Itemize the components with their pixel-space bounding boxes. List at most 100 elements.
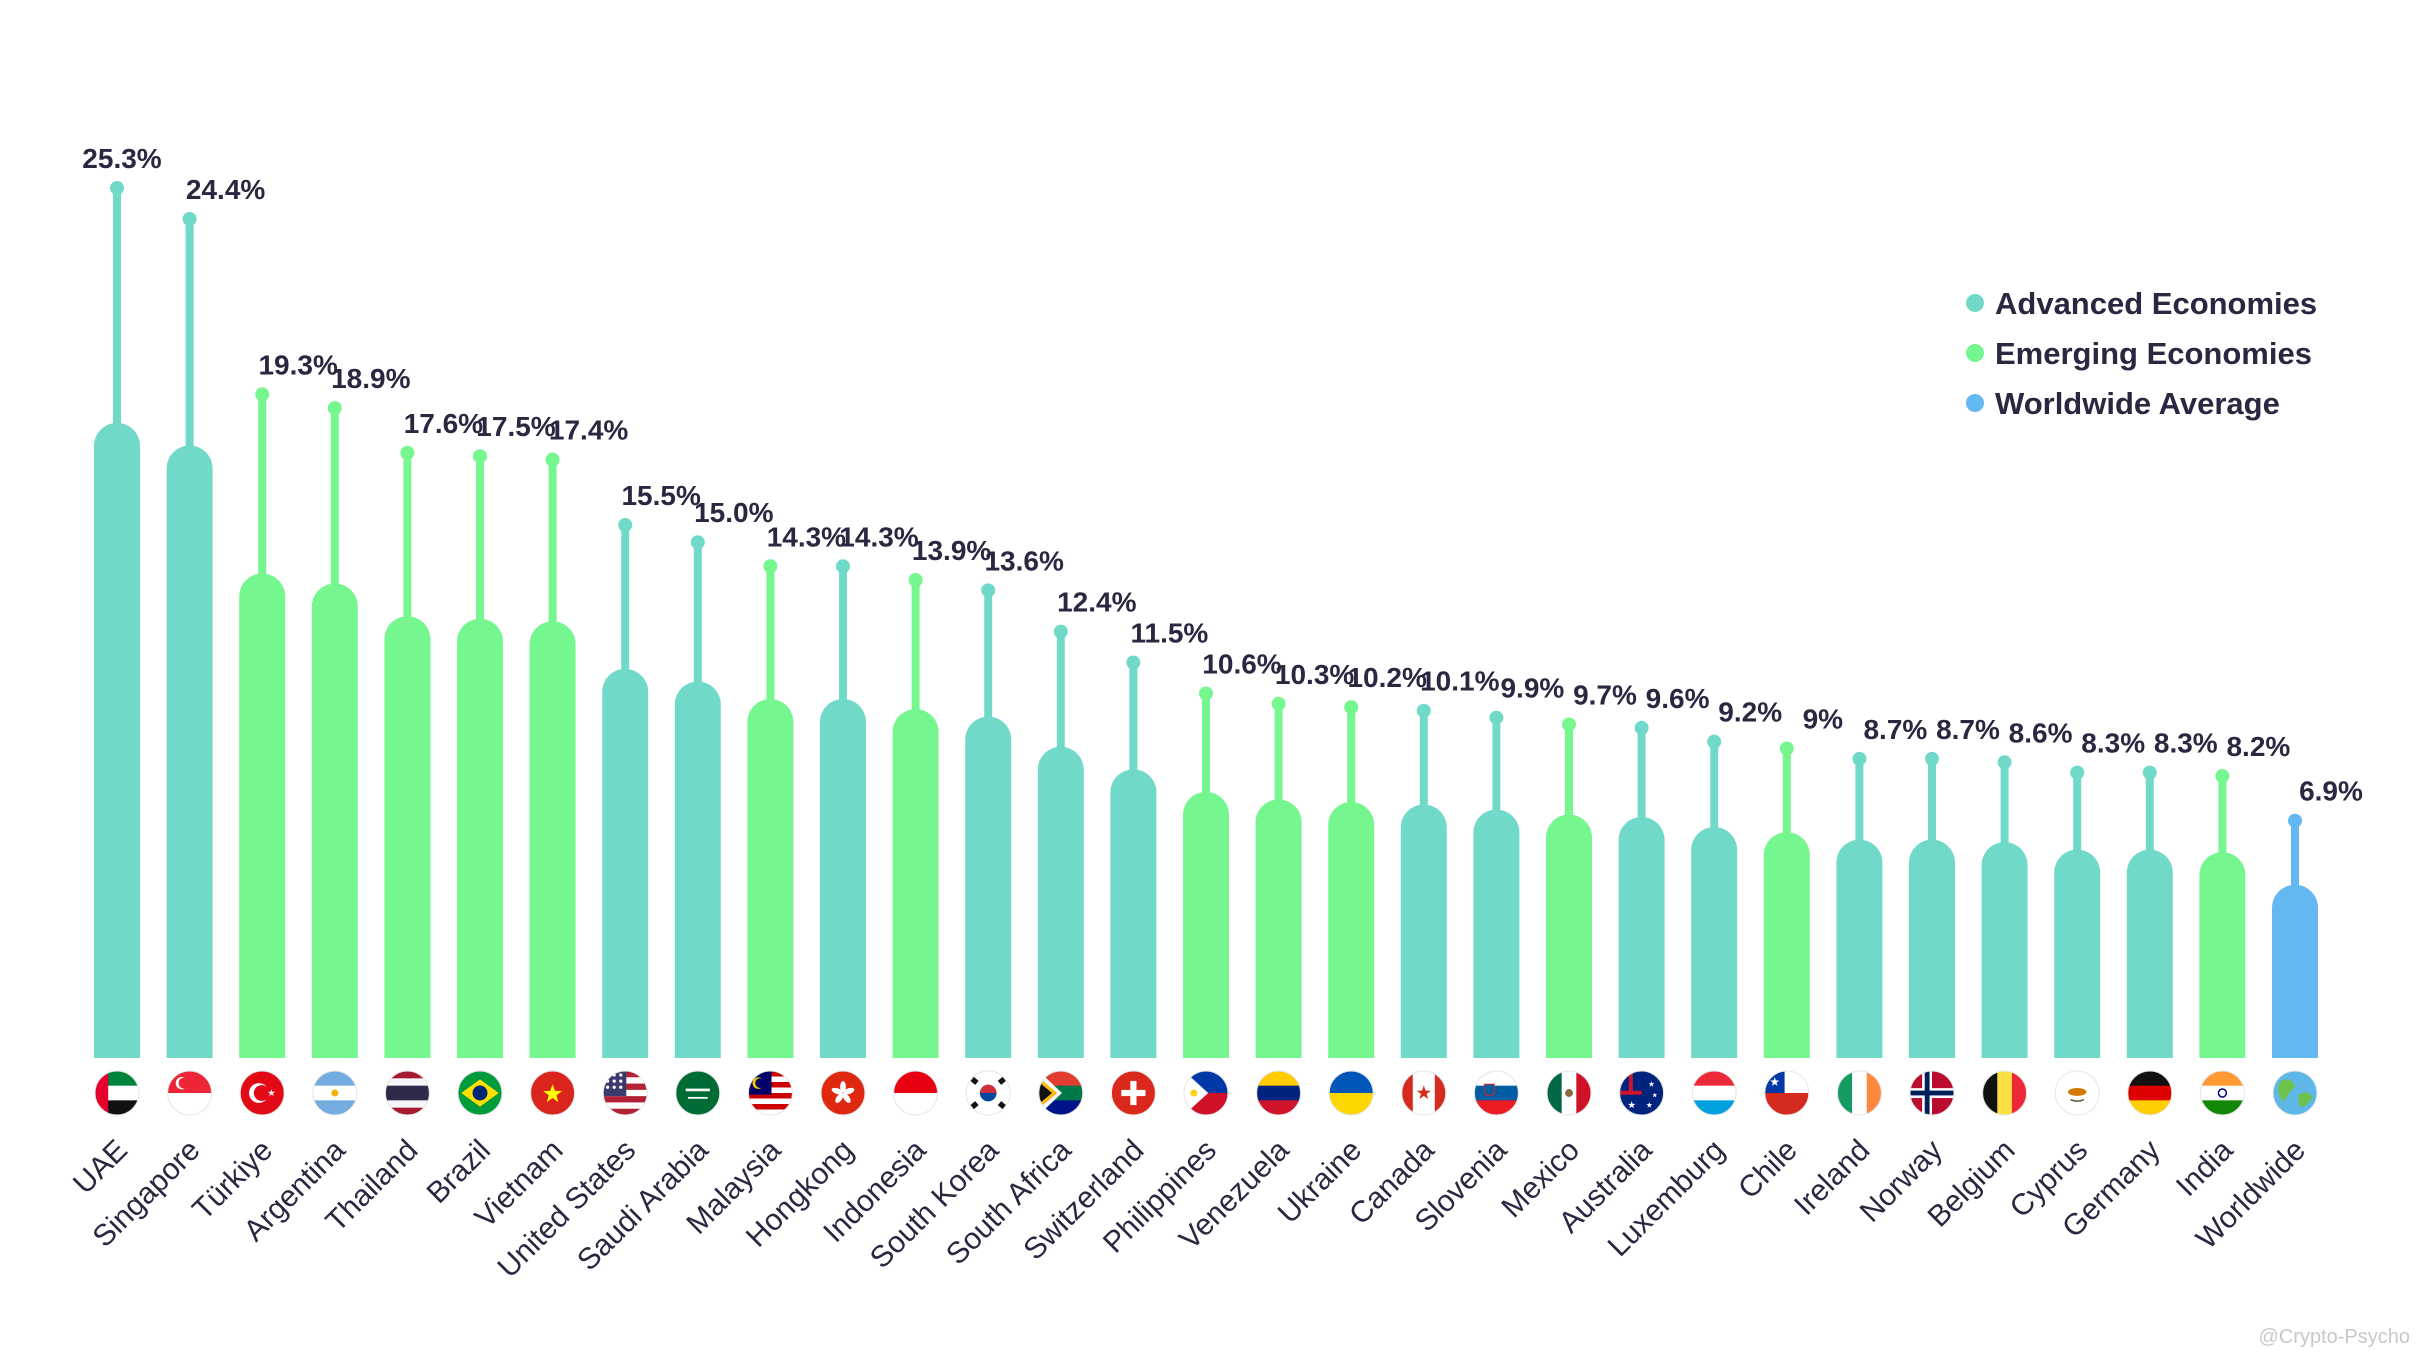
bar-pin-dot: [1271, 696, 1286, 711]
bar-body: [602, 668, 649, 1058]
legend: Advanced Economies Emerging Economies Worl…: [1966, 286, 2317, 421]
bar-ukraine: [1328, 700, 1375, 1058]
bar-body: [1618, 817, 1665, 1058]
flag-cyprus-icon: [2054, 1070, 2100, 1116]
value-label-switzerland: 11.5%: [1130, 618, 1208, 649]
bar-body: [1836, 839, 1883, 1058]
value-label-chile: 9%: [1803, 704, 1844, 735]
bar-pin-dot: [981, 583, 996, 598]
value-label-south-korea: 13.6%: [984, 545, 1063, 576]
flag-ukraine-icon: [1328, 1070, 1374, 1116]
bar-body: [1183, 791, 1229, 1058]
legend-swatch: [1966, 344, 1984, 362]
value-label-belgium: 8.6%: [2009, 717, 2073, 748]
bar-uae: [94, 181, 140, 1058]
legend-label: Worldwide Average: [1995, 386, 2280, 421]
bar-pin-dot: [1852, 751, 1867, 766]
bar-malaysia: [747, 559, 794, 1058]
value-label-cyprus: 8.3%: [2081, 728, 2145, 759]
flag-australia-icon: [1619, 1070, 1665, 1116]
bar-body: [820, 699, 866, 1058]
bar-pin-dot: [1925, 751, 1939, 766]
value-label-ireland: 8.7%: [1863, 714, 1927, 745]
bar-philippines: [1183, 686, 1229, 1058]
legend-item-worldwide: Worldwide Average: [1966, 386, 2280, 421]
flag-south-korea-icon: [965, 1070, 1011, 1116]
bar-pin-dot: [763, 559, 778, 574]
bar-body: [1546, 814, 1592, 1058]
legend-item-emerging: Emerging Economies: [1966, 336, 2312, 371]
bar-pin-dot: [255, 387, 270, 402]
flag-venezuela-icon: [1256, 1070, 1302, 1116]
bar-body: [2126, 849, 2173, 1058]
bar-united-states: [602, 517, 649, 1058]
watermark: @Crypto-Psycho: [2259, 1326, 2410, 1348]
bar-body: [1473, 809, 1520, 1058]
bar-body: [2054, 849, 2101, 1058]
bar-body: [1400, 804, 1447, 1058]
flag-germany-icon: [2127, 1070, 2173, 1116]
bar-body: [2199, 852, 2246, 1058]
bar-body: [2272, 884, 2318, 1058]
flag-slovenia-icon: [1473, 1070, 1519, 1116]
bar-pin-dot: [1634, 720, 1649, 735]
bar-turkiye: [239, 387, 286, 1058]
bar-thailand: [384, 445, 431, 1058]
bar-australia: [1618, 720, 1665, 1058]
value-label-india: 8.2%: [2226, 731, 2290, 762]
bar-pin-dot: [2070, 765, 2085, 780]
flag-uae-icon: [94, 1070, 140, 1116]
value-label-south-africa: 12.4%: [1057, 587, 1136, 618]
value-label-malaysia: 14.3%: [767, 521, 846, 552]
bar-body: [965, 716, 1012, 1058]
value-label-argentina: 18.9%: [331, 363, 410, 394]
value-label-germany: 8.3%: [2154, 728, 2218, 759]
bar-pin-dot: [327, 401, 342, 416]
bar-belgium: [1981, 755, 2028, 1058]
bar-pin-dot: [1053, 624, 1068, 639]
category-labels-layer: UAESingaporeTürkiyeArgentinaThailandBraz…: [67, 1133, 2312, 1284]
flag-mexico-icon: [1546, 1070, 1592, 1116]
bar-norway: [1909, 751, 1955, 1058]
flag-turkiye-icon: [239, 1070, 285, 1116]
bar-pin-dot: [182, 211, 197, 226]
value-label-slovenia: 9.9%: [1500, 673, 1564, 704]
bar-canada: [1400, 703, 1447, 1058]
bar-body: [1909, 839, 1955, 1058]
bar-south-korea: [965, 583, 1012, 1058]
bar-body: [239, 573, 286, 1058]
value-label-venezuela: 10.3%: [1275, 659, 1354, 690]
bar-body: [457, 618, 503, 1058]
value-label-singapore: 24.4%: [186, 174, 265, 205]
bar-pin-dot: [1997, 755, 2012, 770]
bar-mexico: [1546, 717, 1592, 1058]
flag-singapore-icon: [167, 1070, 213, 1116]
bar-body: [311, 583, 358, 1058]
value-labels-layer: 25.3% 24.4% 19.3%18.9% 17.6%17.5%17.4% 15.5%…: [82, 143, 2363, 807]
bar-pin-dot: [473, 449, 487, 464]
bar-brazil: [457, 449, 503, 1058]
bar-pin-dot: [1344, 700, 1359, 715]
bar-body: [1763, 832, 1810, 1058]
flag-indonesia-icon: [893, 1070, 939, 1116]
bar-indonesia: [892, 573, 939, 1058]
value-label-uae: 25.3%: [82, 143, 161, 174]
flag-saudi-arabia-icon: [675, 1070, 721, 1116]
flag-brazil-icon: [457, 1070, 503, 1116]
bar-pin-dot: [690, 535, 705, 550]
legend-label: Emerging Economies: [1995, 336, 2312, 371]
value-label-turkiye: 19.3%: [258, 349, 337, 380]
bar-body: [1981, 842, 2028, 1058]
value-label-brazil: 17.5%: [476, 411, 555, 442]
value-label-canada: 10.1%: [1420, 666, 1499, 697]
bar-pin-dot: [2142, 765, 2157, 780]
bar-luxemburg: [1691, 734, 1738, 1058]
value-label-united-states: 15.5%: [621, 480, 700, 511]
legend-swatch: [1966, 394, 1984, 412]
bar-body: [1110, 769, 1157, 1058]
bar-body: [1328, 801, 1375, 1058]
value-label-norway: 8.7%: [1936, 714, 2000, 745]
legend-item-advanced: Advanced Economies: [1966, 286, 2317, 321]
flag-malaysia-icon: [747, 1070, 793, 1116]
